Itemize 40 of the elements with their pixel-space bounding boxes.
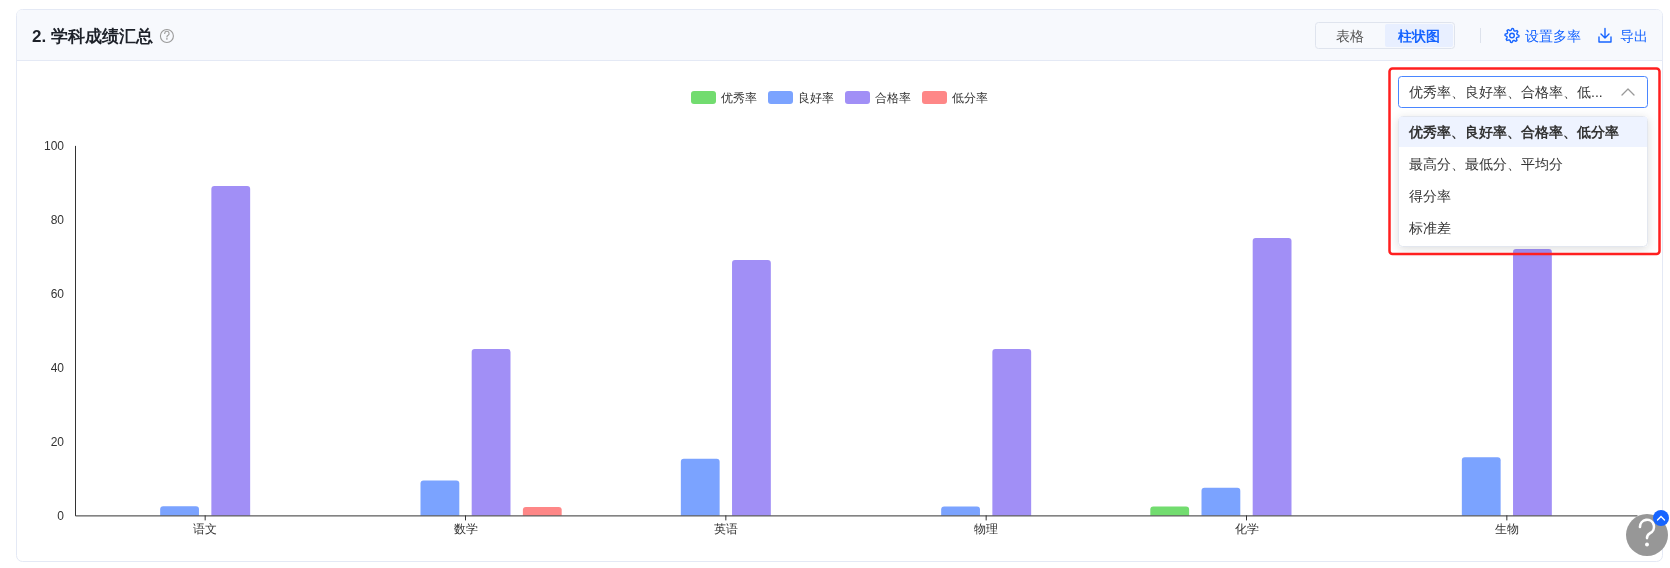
legend-label: 优秀率 xyxy=(721,90,757,105)
x-tick-label: 物理 xyxy=(974,521,999,536)
x-tick-label: 生物 xyxy=(1494,521,1519,536)
x-tick-label: 语文 xyxy=(193,521,218,536)
bar xyxy=(941,506,980,516)
y-tick-label: 20 xyxy=(50,434,65,449)
bar xyxy=(1201,487,1241,516)
x-tick-label: 数学 xyxy=(453,521,478,536)
text: 优秀率、良好率、合格率、低分率 xyxy=(1408,124,1619,140)
y-tick-label: 0 xyxy=(57,508,65,523)
annotation: 标准差 xyxy=(1408,220,1451,236)
bar xyxy=(1513,249,1552,516)
bar xyxy=(680,458,720,516)
legend-label: 低分率 xyxy=(952,90,988,105)
annotation: 得分率 xyxy=(1409,188,1451,204)
text: 优秀率、良好率、合格率、低... xyxy=(1409,84,1603,100)
y-tick-label: 80 xyxy=(50,212,65,227)
bar xyxy=(732,260,771,516)
bar xyxy=(1461,457,1501,516)
text: 柱状图 xyxy=(1397,27,1440,44)
chart-title: 2. 学科成绩汇总 xyxy=(32,26,153,46)
y-tick-label: 100 xyxy=(43,138,65,153)
bar xyxy=(211,186,251,516)
bar xyxy=(522,506,562,516)
annotation: 最高分、最低分、平均分 xyxy=(1409,156,1563,172)
bar xyxy=(992,348,1032,516)
y-tick-label: 60 xyxy=(50,286,65,301)
bar xyxy=(471,348,511,516)
y-tick-label: 40 xyxy=(50,360,65,375)
legend-label: 良好率 xyxy=(798,90,834,105)
legend-label: 合格率 xyxy=(875,90,911,105)
text: 导出 xyxy=(1620,27,1648,44)
text: 表格 xyxy=(1336,27,1364,44)
x-tick-label: 英语 xyxy=(713,521,738,536)
text: 设置多率 xyxy=(1525,27,1581,44)
x-tick-label: 化学 xyxy=(1234,521,1259,536)
bar xyxy=(160,506,199,516)
bar xyxy=(420,480,460,516)
bar xyxy=(1252,237,1292,516)
bar xyxy=(1150,506,1190,516)
